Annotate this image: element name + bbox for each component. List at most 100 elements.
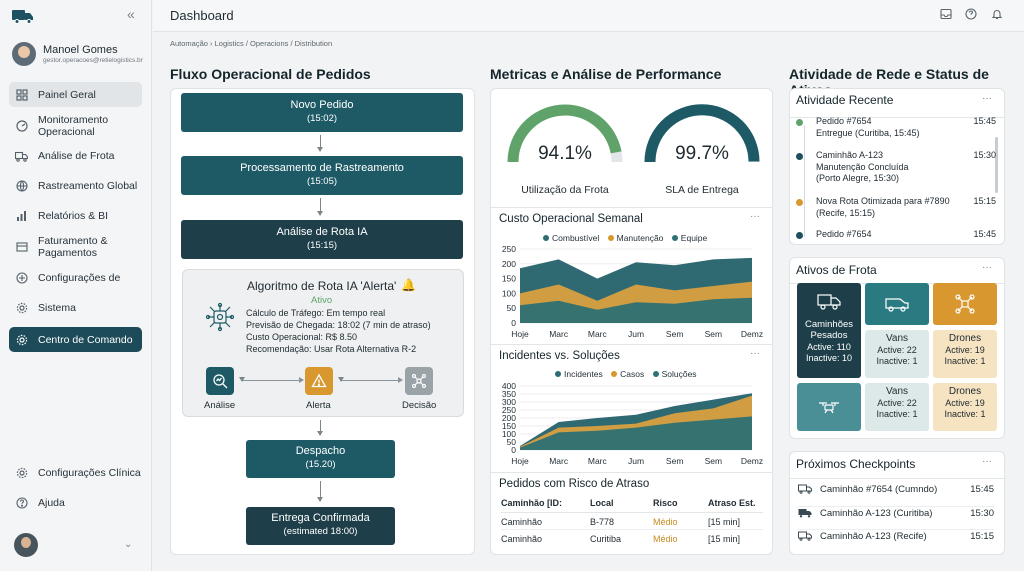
legend-label: Equipe [680, 233, 708, 243]
sidebar-item-ajuda[interactable]: Ajuda [9, 493, 142, 513]
y-tick-label: 0 [511, 445, 516, 455]
asset-active: Active: 19 [945, 397, 985, 408]
table-row[interactable]: Caminhão Curitiba Médio [15 min] [501, 530, 763, 547]
gauge-value: 94.1% [538, 143, 592, 164]
asset-tile-drones[interactable]: Drones Active: 19 Inactive: 1 [933, 330, 997, 378]
asset-tile-van-icon[interactable] [865, 283, 929, 325]
sidebar-item-monitoramento[interactable]: Monitoramento Operacional [9, 113, 142, 139]
cell: [15 min] [708, 534, 741, 544]
breadcrumb[interactable]: Automação › Logistics / Operacions / Dis… [170, 39, 333, 48]
step-despacho[interactable]: Despacho (15.20) [246, 440, 395, 478]
cell: [15 min] [708, 517, 741, 527]
step-time: (15:15) [306, 240, 338, 251]
y-tick-label: 350 [502, 389, 516, 399]
gear-icon [15, 467, 28, 480]
activity-item[interactable]: Pedido #7654 15:45 [796, 229, 996, 241]
step-label: Entrega Confirmada [271, 512, 370, 524]
step-processamento[interactable]: Processamento de Rastreamento (15:05) [181, 156, 463, 195]
y-tick-label: 50 [507, 303, 517, 313]
sidebar: « Manoel Gomes gestor.operacoes@retielog… [0, 0, 152, 571]
algorithm-panel: Algoritmo de Rota IA 'Alerta' 🔔 Ativo Cá… [182, 269, 464, 417]
more-options-icon[interactable]: ··· [982, 262, 992, 273]
legend-dot [652, 371, 659, 377]
inbox-icon[interactable] [939, 8, 953, 22]
chevron-down-icon[interactable]: ⌄ [124, 539, 133, 550]
asset-active: Active: 22 [877, 397, 917, 408]
user-email: gestor.operacoes@retielogistics.br [43, 57, 143, 64]
asset-tile-vans[interactable]: Vans Active: 22 Inactive: 1 [865, 330, 929, 378]
more-options-icon[interactable]: ··· [750, 348, 760, 359]
sidebar-item-frota[interactable]: Análise de Frota [9, 145, 142, 167]
y-tick-label: 50 [507, 437, 517, 447]
timeline-line [804, 125, 805, 237]
asset-tile-drone-secondary[interactable] [797, 383, 861, 431]
x-tick-label: Sem [705, 329, 722, 339]
y-tick-label: 0 [511, 318, 516, 328]
sidebar-item-rastreamento[interactable]: Rastreamento Global [9, 175, 142, 197]
sidebar-item-configuracoes[interactable]: Configurações de [9, 267, 142, 289]
analysis-chart-icon[interactable] [206, 367, 234, 395]
table-row[interactable]: Caminhão B-778 Médio [15 min] [501, 513, 763, 530]
more-options-icon[interactable]: ··· [982, 456, 992, 467]
asset-name: Vans [885, 386, 909, 397]
checkpoint-row[interactable]: Caminhão A-123 (Recife) 15:15 [798, 529, 994, 544]
checkpoint-label: Caminhão A-123 (Recife) [820, 531, 927, 542]
y-tick-label: 200 [502, 259, 516, 269]
asset-tile-drone-icon[interactable] [933, 283, 997, 325]
sidebar-item-configuracoes-clinica[interactable]: Configurações Clínica [9, 463, 142, 483]
algorithm-line: Cálculo de Tráfego: Em tempo real [246, 308, 386, 318]
series-area-soluções [520, 416, 752, 450]
sidebar-item-sistema[interactable]: Sistema [9, 297, 142, 319]
checkpoint-time: 15:15 [970, 531, 994, 542]
scrollbar[interactable] [995, 137, 998, 193]
incidents-legend: Incidentes Casos Soluções [549, 369, 697, 379]
sidebar-item-label: Configurações de [38, 272, 121, 284]
activity-text: Nova Rota Otimizada para #7890 [816, 196, 950, 206]
activity-item[interactable]: Nova Rota Otimizada para #7890 (Recife, … [796, 196, 996, 219]
x-tick-label: Sem [666, 329, 683, 339]
x-tick-label: Hoje [511, 456, 529, 466]
checkpoint-row[interactable]: Caminhão A-123 (Curitiba) 15:30 [798, 506, 994, 521]
page-title: Dashboard [170, 8, 234, 23]
flow-arrow [317, 135, 323, 152]
status-dot [796, 232, 803, 239]
user-profile[interactable]: Manoel Gomes gestor.operacoes@retielogis… [12, 42, 148, 70]
sidebar-item-faturamento[interactable]: Faturamento & Pagamentos [9, 234, 142, 260]
legend-dot [611, 371, 618, 377]
sidebar-item-relatorios[interactable]: Relatórios & BI [9, 205, 142, 227]
asset-tile-vans-2[interactable]: Vans Active: 22 Inactive: 1 [865, 383, 929, 431]
sidebar-item-centro-de-comando[interactable]: Centro de Comando [9, 327, 142, 352]
activity-item[interactable]: Pedido #7654 Entregue (Curitiba, 15:45) … [796, 116, 996, 139]
activity-text: (Porto Alegre, 15:30) [816, 173, 900, 183]
step-novo-pedido[interactable]: Novo Pedido (15:02) [181, 93, 463, 132]
series-area-equipe [520, 297, 752, 323]
gauge-fleet-utilization [507, 104, 623, 163]
sidebar-item-painel-geral[interactable]: Painel Geral [9, 82, 142, 107]
stage-arrow [338, 377, 401, 382]
more-options-icon[interactable]: ··· [750, 211, 760, 222]
column-header: Caminhão [ID: [501, 498, 563, 508]
flow-arrow [317, 481, 323, 502]
collapse-sidebar-icon[interactable]: « [127, 6, 135, 22]
y-tick-label: 100 [502, 288, 516, 298]
checkpoint-row[interactable]: Caminhão #7654 (Cumndo) 15:45 [798, 484, 994, 497]
x-tick-label: Hoje [511, 329, 529, 339]
avatar[interactable] [14, 533, 38, 557]
activity-time: 15:30 [973, 150, 996, 160]
activity-card [789, 88, 1005, 245]
help-icon[interactable] [964, 8, 978, 22]
asset-name: Vans [885, 333, 909, 344]
y-tick-label: 250 [502, 244, 516, 254]
asset-tile-caminhoes[interactable]: Caminhões Pesados Active: 110 Inactive: … [797, 283, 861, 378]
asset-tile-drones-2[interactable]: Drones Active: 19 Inactive: 1 [933, 383, 997, 431]
step-entrega[interactable]: Entrega Confirmada (estimated 18:00) [246, 507, 395, 545]
truck-logo-icon[interactable] [12, 8, 34, 24]
decision-network-icon[interactable] [405, 367, 433, 395]
bell-icon[interactable] [990, 8, 1004, 22]
activity-item[interactable]: Caminhão A-123 Manutenção Concluída (Por… [796, 150, 996, 185]
step-analise-rota[interactable]: Análise de Rota IA (15:15) [181, 220, 463, 259]
warning-icon[interactable] [305, 367, 333, 395]
divider [490, 472, 772, 473]
more-options-icon[interactable]: ··· [982, 93, 992, 104]
avatar [12, 42, 36, 66]
